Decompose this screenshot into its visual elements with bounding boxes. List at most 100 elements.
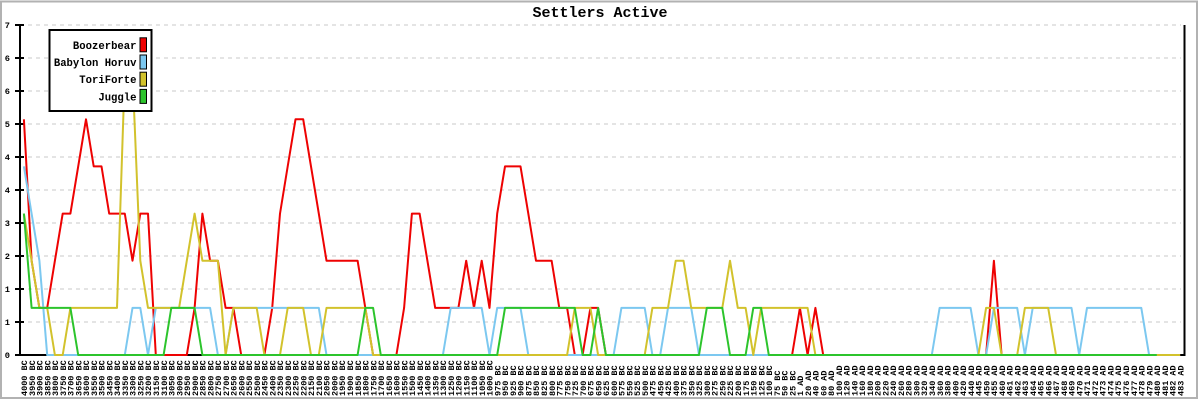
svg-text:460 AD: 460 AD xyxy=(998,365,1008,396)
svg-text:925 BC: 925 BC xyxy=(509,365,519,396)
svg-text:250 BC: 250 BC xyxy=(719,365,729,396)
svg-text:3600 BC: 3600 BC xyxy=(82,360,92,396)
svg-text:2700 BC: 2700 BC xyxy=(222,360,232,396)
svg-text:3950 BC: 3950 BC xyxy=(28,360,38,396)
svg-text:4: 4 xyxy=(5,153,10,163)
svg-text:2300 BC: 2300 BC xyxy=(284,360,294,396)
svg-text:150 BC: 150 BC xyxy=(750,365,760,396)
svg-text:3800 BC: 3800 BC xyxy=(51,360,61,396)
svg-text:25 BC: 25 BC xyxy=(788,370,798,396)
svg-text:3550 BC: 3550 BC xyxy=(90,360,100,396)
svg-text:625 BC: 625 BC xyxy=(602,365,612,396)
svg-text:3: 3 xyxy=(5,219,10,229)
svg-text:3250 BC: 3250 BC xyxy=(137,360,147,396)
svg-text:825 BC: 825 BC xyxy=(540,365,550,396)
svg-text:350 BC: 350 BC xyxy=(687,365,697,396)
svg-text:2900 BC: 2900 BC xyxy=(191,360,201,396)
svg-text:3200 BC: 3200 BC xyxy=(144,360,154,396)
svg-text:470 AD: 470 AD xyxy=(1075,365,1085,396)
svg-text:3750 BC: 3750 BC xyxy=(59,360,69,396)
svg-text:260 AD: 260 AD xyxy=(897,365,907,396)
svg-text:3300 BC: 3300 BC xyxy=(129,360,139,396)
svg-text:3850 BC: 3850 BC xyxy=(43,360,53,396)
svg-text:725 BC: 725 BC xyxy=(571,365,581,396)
svg-text:1900 BC: 1900 BC xyxy=(346,360,356,396)
svg-text:479 AD: 479 AD xyxy=(1145,365,1155,396)
svg-text:1500 BC: 1500 BC xyxy=(408,360,418,396)
svg-text:140 AD: 140 AD xyxy=(850,365,860,396)
svg-text:20 AD: 20 AD xyxy=(804,370,814,396)
svg-text:3050 BC: 3050 BC xyxy=(168,360,178,396)
svg-text:445 AD: 445 AD xyxy=(975,365,985,396)
svg-text:380 AD: 380 AD xyxy=(944,365,954,396)
svg-text:1400 BC: 1400 BC xyxy=(424,360,434,396)
svg-text:360 AD: 360 AD xyxy=(936,365,946,396)
svg-text:478 AD: 478 AD xyxy=(1138,365,1148,396)
svg-text:75 BC: 75 BC xyxy=(773,370,783,396)
svg-text:1000 BC: 1000 BC xyxy=(486,360,496,396)
svg-text:1550 BC: 1550 BC xyxy=(400,360,410,396)
svg-text:2850 BC: 2850 BC xyxy=(199,360,209,396)
svg-text:Boozerbear: Boozerbear xyxy=(73,41,137,53)
svg-text:2500 BC: 2500 BC xyxy=(253,360,263,396)
svg-text:5: 5 xyxy=(5,120,10,130)
svg-text:225 BC: 225 BC xyxy=(726,365,736,396)
svg-text:2: 2 xyxy=(5,252,10,262)
svg-text:3350 BC: 3350 BC xyxy=(121,360,131,396)
svg-text:800 BC: 800 BC xyxy=(548,365,558,396)
svg-text:Juggle: Juggle xyxy=(98,92,136,104)
svg-text:120 AD: 120 AD xyxy=(843,365,853,396)
svg-text:2750 BC: 2750 BC xyxy=(214,360,224,396)
svg-text:550 BC: 550 BC xyxy=(625,365,635,396)
svg-text:1700 BC: 1700 BC xyxy=(377,360,387,396)
svg-text:375 BC: 375 BC xyxy=(680,365,690,396)
svg-text:440 AD: 440 AD xyxy=(967,365,977,396)
svg-text:340 AD: 340 AD xyxy=(928,365,938,396)
svg-text:2050 BC: 2050 BC xyxy=(323,360,333,396)
svg-text:750 BC: 750 BC xyxy=(563,365,573,396)
svg-text:2200 BC: 2200 BC xyxy=(299,360,309,396)
svg-text:2450 BC: 2450 BC xyxy=(261,360,271,396)
svg-text:500 BC: 500 BC xyxy=(641,365,651,396)
svg-text:2250 BC: 2250 BC xyxy=(292,360,302,396)
svg-text:477 AD: 477 AD xyxy=(1130,365,1140,396)
svg-text:469 AD: 469 AD xyxy=(1068,365,1078,396)
svg-text:1800 BC: 1800 BC xyxy=(362,360,372,396)
svg-text:2600 BC: 2600 BC xyxy=(237,360,247,396)
svg-text:1200 BC: 1200 BC xyxy=(455,360,465,396)
svg-text:3900 BC: 3900 BC xyxy=(36,360,46,396)
svg-text:420 AD: 420 AD xyxy=(959,365,969,396)
svg-text:1450 BC: 1450 BC xyxy=(416,360,426,396)
svg-text:474 AD: 474 AD xyxy=(1107,365,1117,396)
svg-text:6: 6 xyxy=(5,54,10,64)
svg-text:2350 BC: 2350 BC xyxy=(276,360,286,396)
svg-text:400 BC: 400 BC xyxy=(672,365,682,396)
svg-text:4: 4 xyxy=(5,186,10,196)
svg-text:1350 BC: 1350 BC xyxy=(431,360,441,396)
svg-text:300 BC: 300 BC xyxy=(703,365,713,396)
svg-text:466 AD: 466 AD xyxy=(1044,365,1054,396)
svg-text:461 AD: 461 AD xyxy=(1006,365,1016,396)
svg-text:300 AD: 300 AD xyxy=(913,365,923,396)
svg-text:463 AD: 463 AD xyxy=(1021,365,1031,396)
svg-text:2950 BC: 2950 BC xyxy=(183,360,193,396)
svg-text:ToriForte: ToriForte xyxy=(79,75,136,87)
svg-text:400 AD: 400 AD xyxy=(951,365,961,396)
svg-text:2000 BC: 2000 BC xyxy=(331,360,341,396)
svg-text:3000 BC: 3000 BC xyxy=(175,360,185,396)
svg-text:482 AD: 482 AD xyxy=(1169,365,1179,396)
svg-text:1050 BC: 1050 BC xyxy=(478,360,488,396)
svg-text:275 BC: 275 BC xyxy=(711,365,721,396)
svg-text:475 AD: 475 AD xyxy=(1114,365,1124,396)
svg-text:40 AD: 40 AD xyxy=(812,370,822,396)
svg-text:2800 BC: 2800 BC xyxy=(206,360,216,396)
svg-text:471 AD: 471 AD xyxy=(1083,365,1093,396)
svg-text:775 BC: 775 BC xyxy=(556,365,566,396)
svg-text:455 AD: 455 AD xyxy=(990,365,1000,396)
svg-text:975 BC: 975 BC xyxy=(493,365,503,396)
svg-text:675 BC: 675 BC xyxy=(587,365,597,396)
svg-text:280 AD: 280 AD xyxy=(905,365,915,396)
svg-text:467 AD: 467 AD xyxy=(1052,365,1062,396)
svg-text:3500 BC: 3500 BC xyxy=(98,360,108,396)
svg-text:2100 BC: 2100 BC xyxy=(315,360,325,396)
